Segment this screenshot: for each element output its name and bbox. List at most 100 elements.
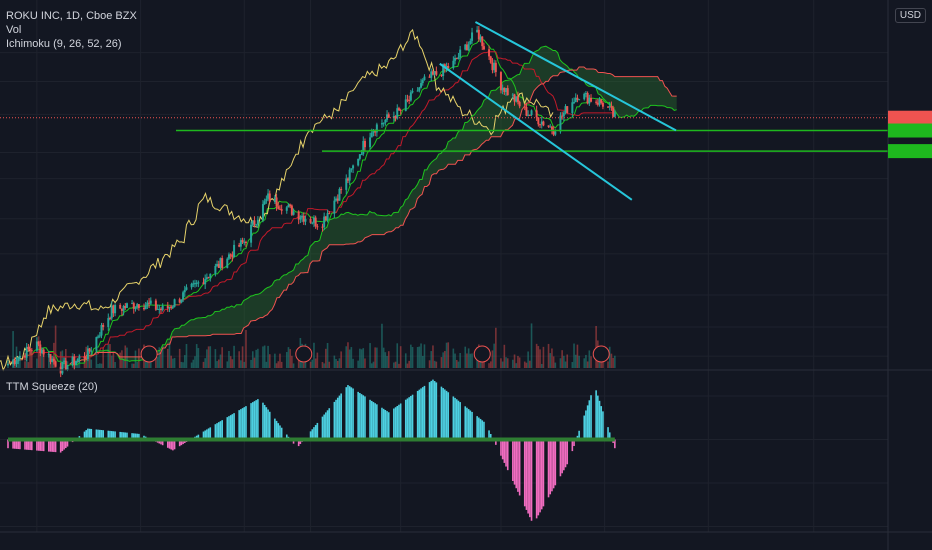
candle-body xyxy=(386,114,389,120)
volume-bar xyxy=(309,361,312,368)
candle-body xyxy=(204,279,207,285)
candle-body xyxy=(477,29,480,40)
volume-bar xyxy=(251,351,254,368)
earnings-marker xyxy=(295,345,313,363)
momentum-bar xyxy=(517,439,519,492)
momentum-bar xyxy=(90,428,93,440)
momentum-bar xyxy=(608,432,611,440)
momentum-bar xyxy=(503,439,506,463)
volume-bar xyxy=(394,361,397,368)
volume-bar xyxy=(423,344,426,368)
momentum-bar xyxy=(376,404,378,440)
momentum-bar xyxy=(267,409,269,440)
volume-bar xyxy=(122,358,125,368)
volume-bar xyxy=(518,357,521,368)
lagging-span-line xyxy=(0,28,554,372)
candle-body xyxy=(168,307,171,309)
momentum-bar xyxy=(369,399,371,440)
volume-bar xyxy=(364,358,366,368)
volume-bar xyxy=(549,353,552,368)
candle-body xyxy=(173,299,176,307)
momentum-bar xyxy=(447,392,450,440)
momentum-bar xyxy=(107,430,110,440)
momentum-bar xyxy=(362,395,365,440)
candle-body xyxy=(226,258,229,268)
upper-channel-line xyxy=(474,21,677,132)
volume-bar xyxy=(268,354,271,368)
candle-body xyxy=(287,204,290,208)
candle-body xyxy=(525,106,528,116)
momentum-bar xyxy=(479,418,482,440)
momentum-bar xyxy=(257,399,259,440)
candle-body xyxy=(350,168,353,170)
volume-bar xyxy=(506,358,509,368)
volume-bar xyxy=(340,351,342,368)
candle-body xyxy=(596,102,599,105)
momentum-bar xyxy=(386,411,388,440)
volume-bar xyxy=(585,354,587,368)
candle-body xyxy=(370,132,373,138)
candle-body xyxy=(311,222,314,224)
volume-bar xyxy=(134,350,137,368)
candle-body xyxy=(501,87,504,91)
candle-body xyxy=(158,308,161,310)
volume-bar xyxy=(336,360,339,368)
candle-body xyxy=(131,303,134,305)
momentum-bar xyxy=(63,439,65,450)
momentum-bar xyxy=(263,404,266,440)
candle-body xyxy=(95,337,98,351)
momentum-bar xyxy=(275,420,278,440)
candle-body xyxy=(530,110,533,115)
candles xyxy=(7,26,616,378)
volume-bar xyxy=(527,351,529,368)
momentum-bar xyxy=(173,439,176,450)
momentum-bar xyxy=(24,439,26,450)
volume-bar xyxy=(457,361,460,368)
volume-bar xyxy=(267,345,269,368)
momentum-bar xyxy=(370,400,373,440)
momentum-bar xyxy=(476,416,478,440)
candle-body xyxy=(375,124,378,133)
candle-body xyxy=(561,115,564,117)
momentum-bar xyxy=(469,410,472,440)
candle-body xyxy=(63,360,66,362)
momentum-histogram xyxy=(7,379,616,521)
volume-bar xyxy=(406,363,409,368)
candle-body xyxy=(384,119,387,123)
candle-body xyxy=(608,106,611,108)
momentum-bar xyxy=(382,408,385,440)
momentum-bar xyxy=(347,385,349,440)
volume-bar xyxy=(542,346,545,368)
volume-bar xyxy=(168,342,171,368)
volume-bar xyxy=(578,355,580,368)
volume-bar xyxy=(183,355,186,368)
volume-bar xyxy=(552,356,555,368)
candle-body xyxy=(197,282,200,284)
momentum-bar xyxy=(466,407,468,440)
momentum-bar xyxy=(19,439,21,450)
candle-body xyxy=(418,87,421,91)
currency-button[interactable]: USD xyxy=(894,8,926,23)
candle-body xyxy=(488,49,491,57)
candle-body xyxy=(292,211,295,215)
volume-bar xyxy=(512,359,514,368)
volume-bar xyxy=(489,361,492,368)
momentum-bar xyxy=(54,439,57,453)
candle-body xyxy=(227,254,230,259)
momentum-bar xyxy=(364,396,366,440)
momentum-bar xyxy=(430,380,433,440)
momentum-bar xyxy=(124,432,127,440)
momentum-bar xyxy=(121,432,123,440)
momentum-bar xyxy=(586,405,589,440)
senkou-b-line xyxy=(69,66,677,365)
momentum-bar xyxy=(360,394,363,440)
candle-body xyxy=(35,341,38,351)
volume-bar xyxy=(156,357,159,368)
volume-bar xyxy=(464,346,467,368)
momentum-bar xyxy=(219,421,222,440)
candle-body xyxy=(445,65,448,69)
candle-body xyxy=(251,220,254,225)
candle-body xyxy=(613,112,616,117)
candle-body xyxy=(49,354,52,362)
